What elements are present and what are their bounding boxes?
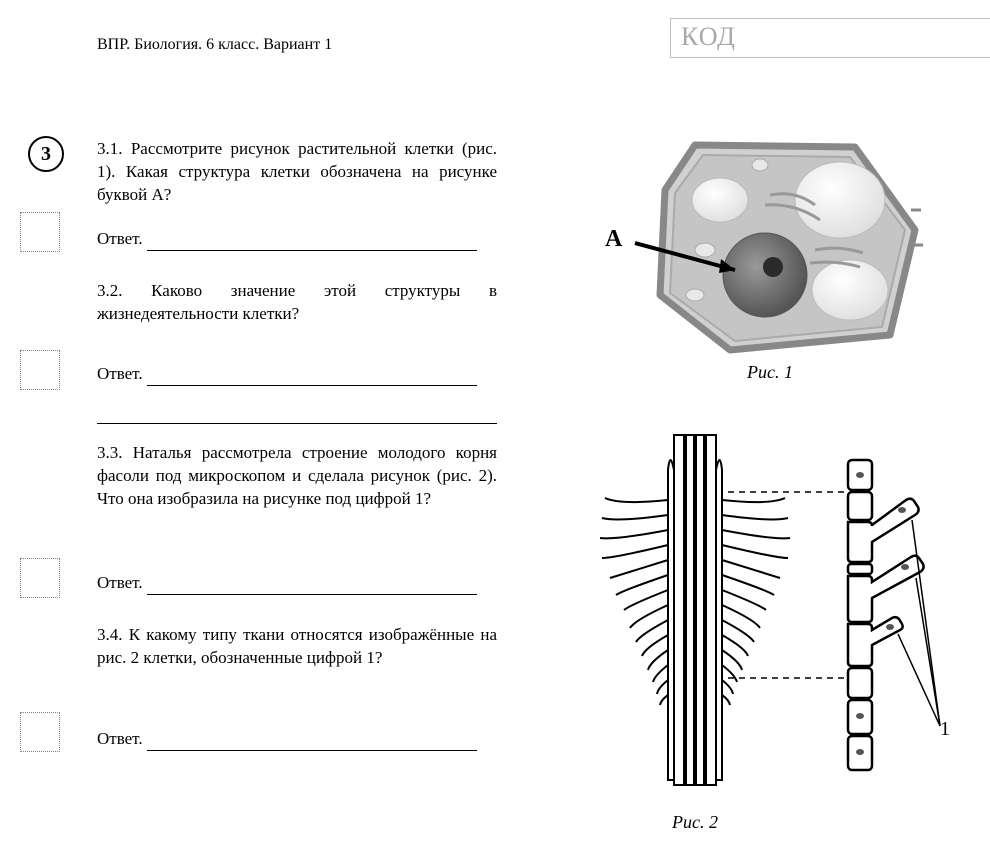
score-box-3[interactable] — [20, 558, 60, 598]
answer-line-2[interactable] — [97, 404, 497, 424]
answer-3-1[interactable]: Ответ. — [97, 228, 497, 251]
answer-line[interactable] — [147, 232, 477, 251]
figure1-label-a: А — [605, 226, 622, 253]
figure-2-root — [580, 430, 960, 810]
answer-3-2[interactable]: Ответ. — [97, 363, 497, 424]
answer-label: Ответ. — [97, 364, 143, 383]
question-3-1: 3.1. Рассмотрите рисунок растительной кл… — [97, 138, 497, 207]
answer-3-3[interactable]: Ответ. — [97, 572, 497, 595]
figure1-caption: Рис. 1 — [720, 362, 820, 383]
figure-1-cell — [625, 135, 925, 360]
answer-line[interactable] — [147, 367, 477, 386]
score-box-2[interactable] — [20, 350, 60, 390]
question-3-2: 3.2. Каково значение этой структуры в жи… — [97, 280, 497, 326]
answer-label: Ответ. — [97, 573, 143, 592]
score-box-1[interactable] — [20, 212, 60, 252]
answer-3-4[interactable]: Ответ. — [97, 728, 497, 751]
header-text: ВПР. Биология. 6 класс. Вариант 1 — [97, 36, 332, 54]
figure2-caption: Рис. 2 — [645, 812, 745, 833]
question-3-3: 3.3. Наталья рассмотрела строение молодо… — [97, 442, 497, 511]
answer-label: Ответ. — [97, 229, 143, 248]
code-field[interactable]: КОД — [670, 18, 990, 58]
question-3-4: 3.4. К какому типу ткани относятся изобр… — [97, 624, 497, 670]
question-number: 3 — [28, 136, 64, 172]
score-box-4[interactable] — [20, 712, 60, 752]
answer-line[interactable] — [147, 732, 477, 751]
answer-line[interactable] — [147, 576, 477, 595]
answer-label: Ответ. — [97, 729, 143, 748]
figure2-label-1: 1 — [940, 718, 950, 741]
